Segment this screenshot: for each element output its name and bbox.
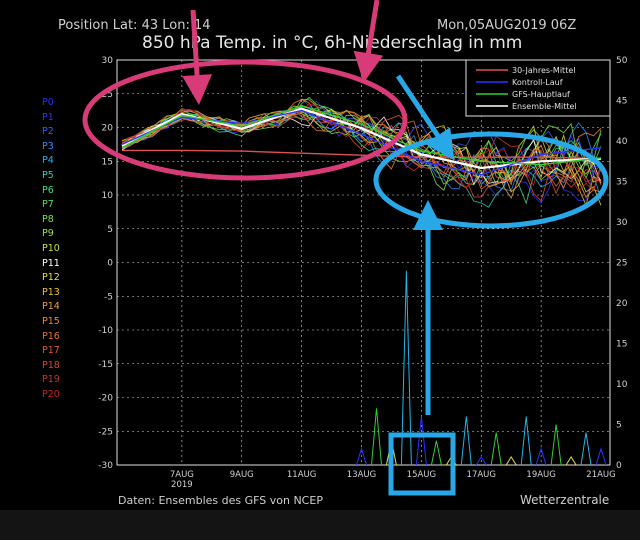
precipitation-spike [580,432,592,466]
precipitation-spike [520,416,532,466]
precipitation-spike [430,440,442,466]
member-label: P16 [42,330,60,342]
series-lines [121,105,602,176]
precipitation-spike [371,408,382,466]
y-tick-label: -5 [104,292,113,302]
precipitation-spike [460,416,472,466]
y2-tick-label: 35 [616,178,627,188]
member-label: P11 [42,257,60,269]
legend-label: GFS-Hauptlauf [512,90,570,99]
brand-label: Wetterzentrale [520,493,610,507]
x-tick-label: 21AUG [586,470,615,480]
y-tick-label: 10 [102,191,114,201]
ensemble-member-line [121,98,602,183]
member-label: P14 [42,301,60,313]
blue-box-annotation [388,432,456,496]
blue-ellipse-annotation [373,131,609,229]
ensemble-member-line [121,103,602,192]
y2-tick-label: 40 [616,137,628,147]
precipitation-spike [505,455,517,466]
member-label: P4 [42,155,54,167]
y-tick-label: 5 [107,225,113,235]
legend: 30-Jahres-Mittel Kontroll-Lauf GFS-Hauptla… [465,59,611,117]
member-label: P10 [42,243,60,254]
x-tick-label: 15AUG [407,470,436,480]
x-tick-label: 11AUG [287,470,316,480]
y-tick-label: -30 [98,461,113,471]
x-tick-label: 9AUG [230,470,254,480]
series-line [122,149,602,160]
member-label: P12 [42,272,60,284]
y-tick-label: -20 [98,394,113,404]
member-label: P6 [42,184,54,196]
x-tick-label: 13AUG [347,470,376,480]
precipitation-spike [565,455,577,466]
y-tick-label: 15 [102,157,113,167]
y-tick-label: -10 [98,326,113,336]
ensemble-member-line [121,109,602,175]
precipitation-spike [475,455,487,466]
series-line [121,105,602,166]
precipitation-spike [550,424,562,466]
y-tick-label: 25 [102,90,113,100]
y-tick-label: -15 [98,360,113,370]
precipitation-spike [535,447,547,466]
axes: 302520151050-5-10-15-20-25-3050454035302… [98,56,627,490]
pink-ellipse-annotation [82,59,408,181]
member-label: P8 [42,213,54,225]
data-source-note: Daten: Ensembles des GFS von NCEP [118,494,323,507]
precipitation-spike [490,432,502,466]
y-tick-label: -25 [98,427,113,437]
y2-tick-label: 10 [616,380,628,390]
x-tick-label: 7AUG [170,470,194,480]
y-tick-label: 30 [102,56,114,66]
member-label: P7 [42,199,54,211]
pink-arrow-annotation [182,9,213,105]
member-label: P15 [42,316,60,327]
position-label: Position Lat: 43 Lon: 14 [58,18,211,33]
x-tick-label: 2019 [171,480,193,490]
member-label: P9 [42,228,54,240]
x-tick-label: 19AUG [526,470,555,480]
y2-tick-label: 30 [616,218,628,228]
y2-tick-label: 50 [616,56,628,66]
member-label: P3 [42,140,54,152]
blue-arrow-annotation [395,74,455,161]
member-label: P18 [42,359,60,371]
y-tick-label: 0 [107,259,113,269]
legend-label: Ensemble-Mittel [512,102,577,111]
y2-tick-label: 15 [616,340,627,350]
y2-tick-label: 45 [616,97,627,107]
member-label: P1 [42,111,54,123]
precipitation-spike [415,416,427,466]
member-label: P2 [42,126,54,138]
x-tick-label: 17AUG [467,470,496,480]
legend-label: 30-Jahres-Mittel [512,66,575,75]
y-tick-label: 20 [102,124,114,134]
y2-tick-label: 25 [616,259,627,269]
member-label: P19 [42,374,60,386]
y2-tick-label: 5 [616,421,622,431]
precipitation-spike [400,270,412,466]
y2-tick-label: 0 [616,461,622,471]
pink-arrow-annotation [353,0,384,83]
run-date: Mon,05AUG2019 06Z [437,18,577,33]
ensemble-member-line [121,106,602,188]
member-label: P13 [42,286,60,298]
precipitation-spike [595,447,607,466]
bottom-bar [0,510,640,540]
member-label: P0 [42,97,54,108]
member-label: P5 [42,170,54,181]
precipitation-bars [356,270,607,466]
member-label: P20 [42,389,60,400]
precipitation-spike [356,447,367,466]
member-label: P17 [42,345,60,357]
legend-label: Kontroll-Lauf [512,78,563,87]
y2-tick-label: 20 [616,299,628,309]
chart-title: 850 hPa Temp. in °C, 6h-Niederschlag in … [142,33,523,53]
